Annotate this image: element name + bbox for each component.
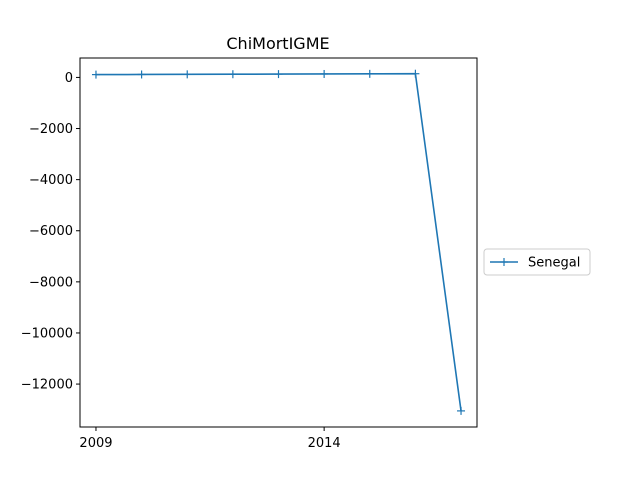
y-tick-label: −8000 [29, 275, 73, 290]
x-axis: 2009 2014 [79, 427, 341, 451]
y-tick-label: −6000 [29, 224, 73, 239]
legend-box [483, 248, 591, 276]
legend-entry: Senegal [490, 256, 580, 271]
legend: Senegal [483, 248, 591, 276]
data-point [274, 70, 283, 79]
y-tick-label: −10000 [21, 326, 73, 341]
y-tick-label: −2000 [29, 122, 73, 137]
plot-series [91, 69, 466, 415]
y-tick-label: 0 [65, 71, 73, 86]
data-point [137, 70, 146, 79]
x-tick-label: 2009 [79, 436, 112, 451]
y-axis: 0 −2000 −4000 −6000 −8000 −10000 −12000 [21, 71, 80, 393]
data-point [457, 406, 466, 415]
chart-title: ChiMortIGME [226, 34, 329, 53]
series-line-0 [95, 72, 462, 412]
y-tick-label: −4000 [29, 173, 73, 188]
x-tick-label: 2014 [308, 436, 341, 451]
legend-label: Senegal [528, 256, 580, 271]
data-point [91, 70, 100, 79]
y-tick-label: −12000 [21, 378, 73, 393]
data-point [228, 70, 237, 79]
data-point [320, 69, 329, 78]
plot-frame [79, 57, 478, 428]
data-point [411, 69, 420, 78]
data-point [365, 69, 374, 78]
data-point [183, 70, 192, 79]
